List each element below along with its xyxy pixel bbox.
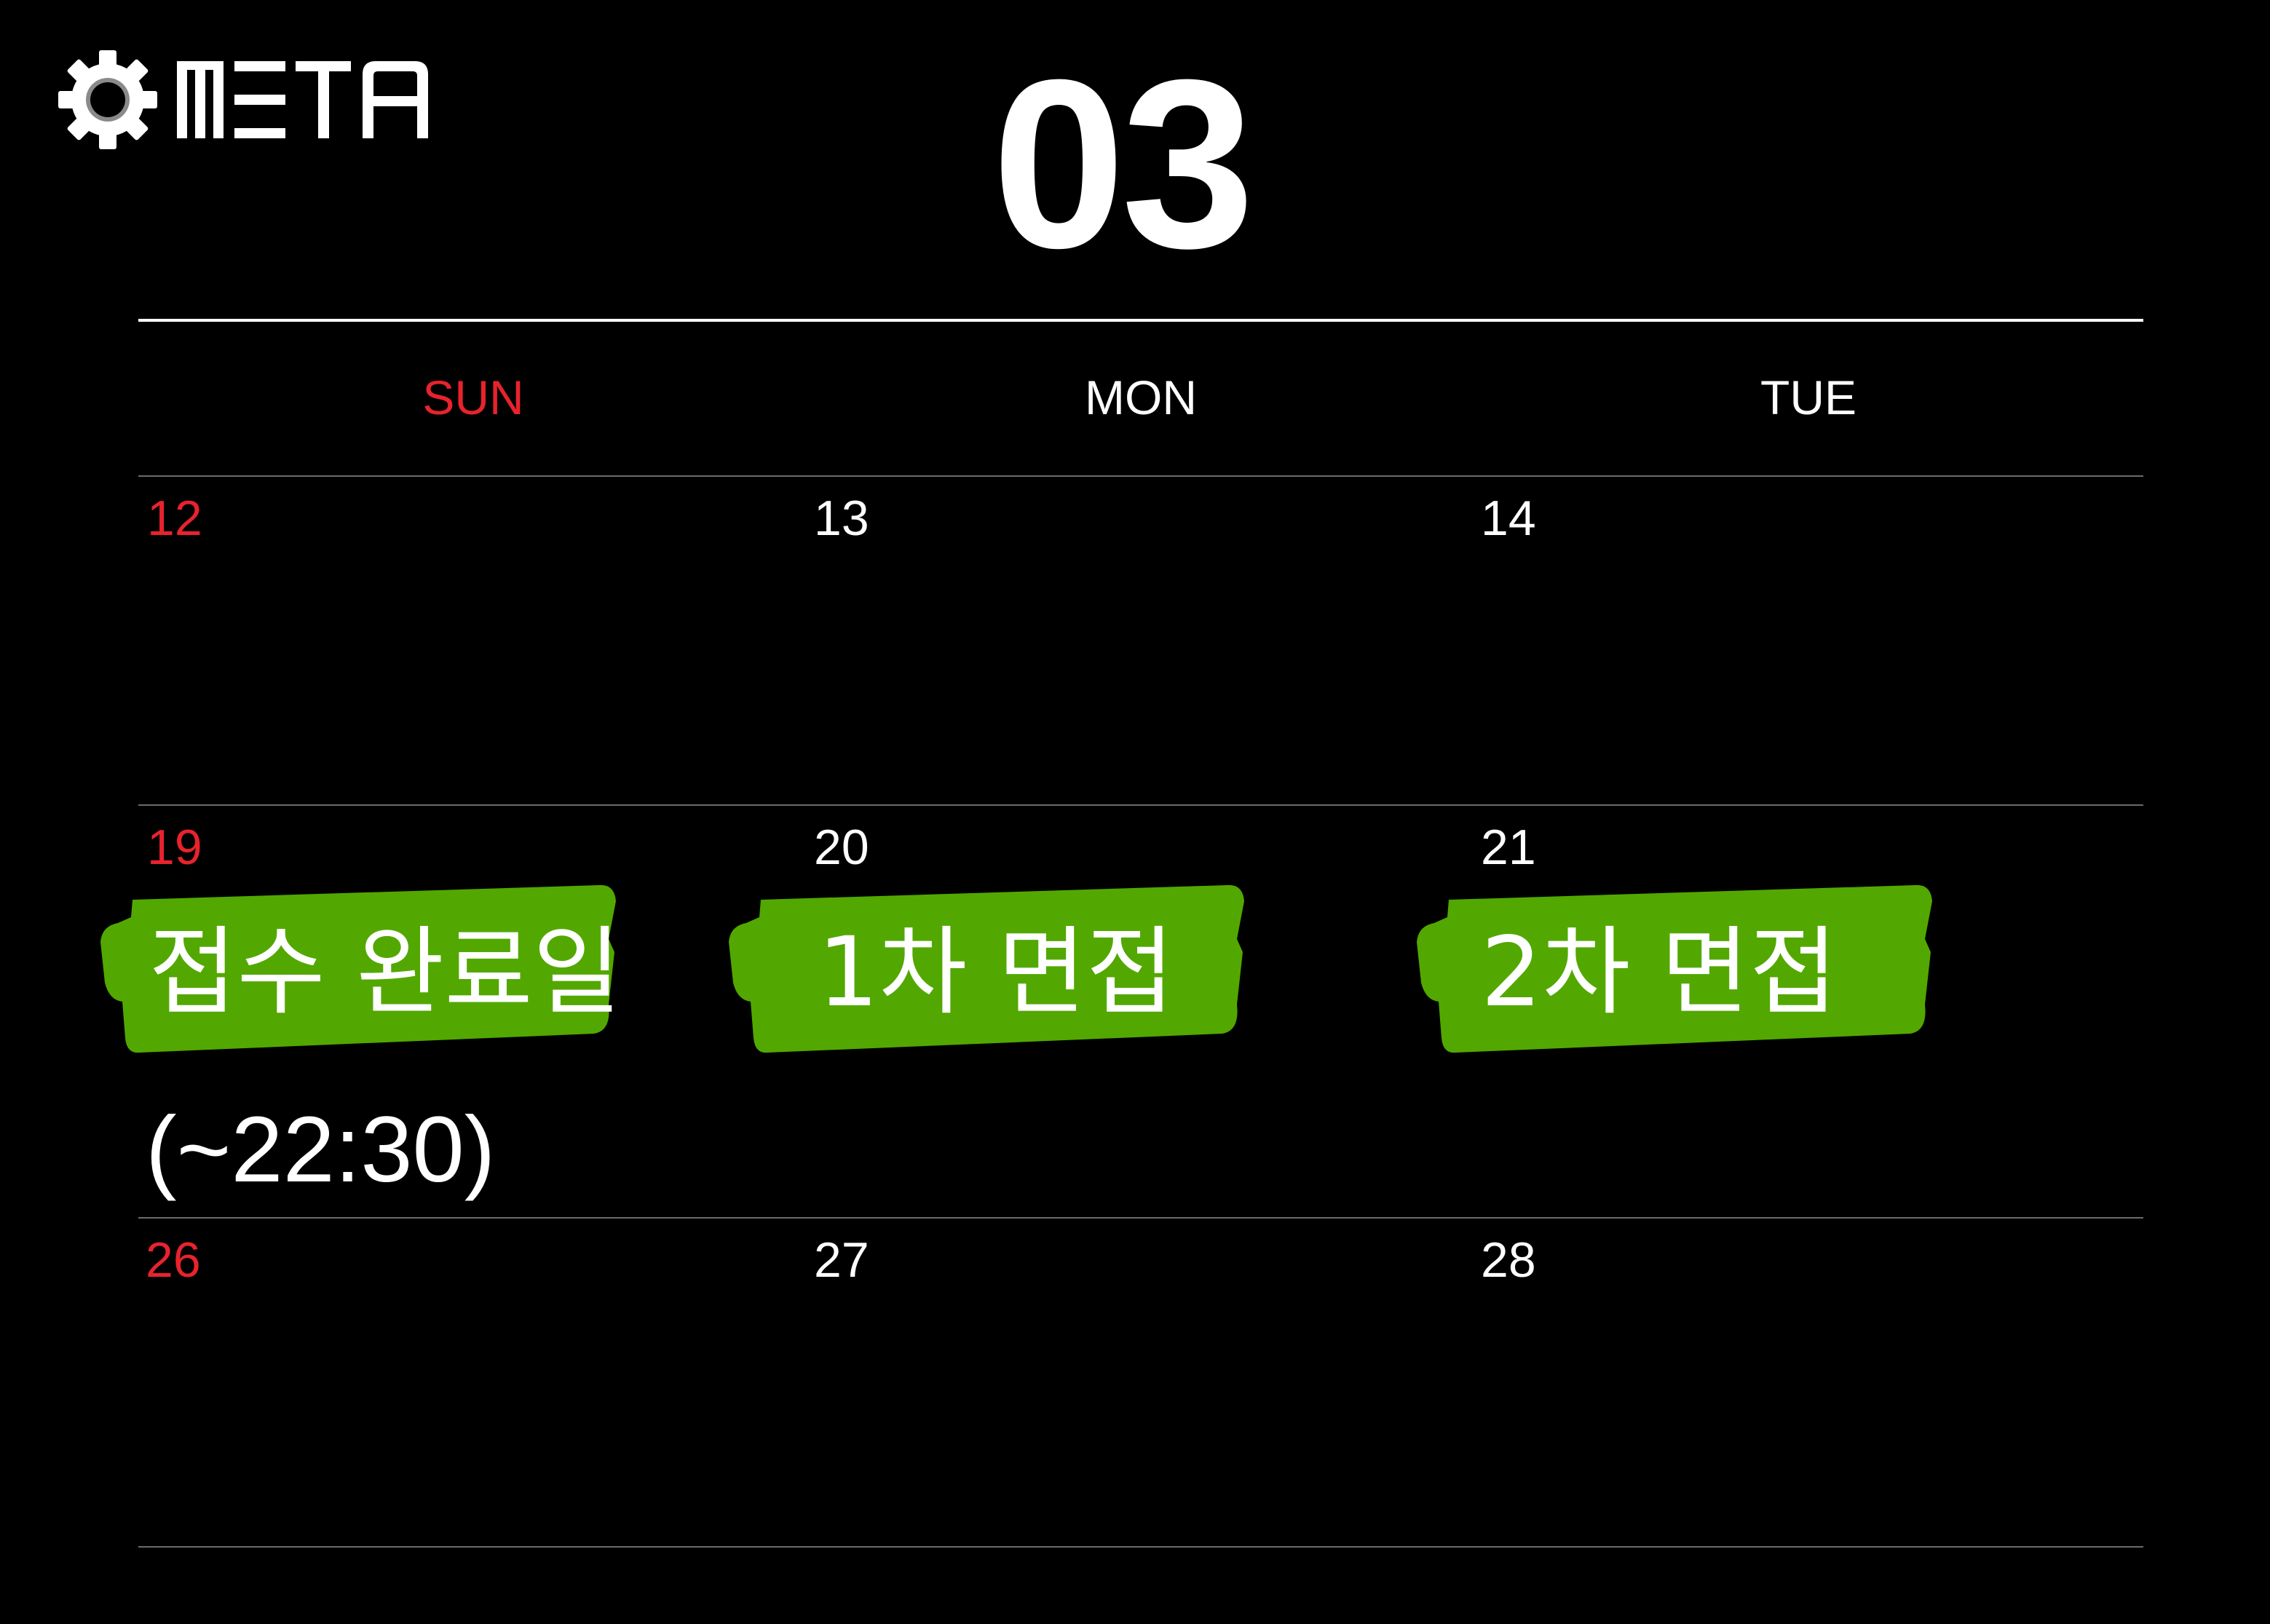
event-badge-first-interview[interactable]: 1차 면접 <box>724 881 1249 1055</box>
day-cell-tue[interactable]: 21 <box>1481 820 1536 875</box>
row-divider <box>138 1217 2143 1219</box>
meta-logo <box>57 45 450 154</box>
row-divider <box>138 475 2143 477</box>
brush-highlight <box>100 884 616 1053</box>
day-cell-mon[interactable]: 27 <box>814 1232 869 1288</box>
day-cell-sun[interactable]: 12 <box>147 491 202 546</box>
event-label: 1차 면접 <box>818 916 1175 1029</box>
event-badge-second-interview[interactable]: 2차 면접 <box>1412 881 1937 1055</box>
gear-icon <box>58 50 157 149</box>
day-cell-sun[interactable]: 19 <box>147 820 202 875</box>
day-cell-tue[interactable]: 28 <box>1481 1232 1536 1288</box>
row-divider <box>138 1546 2143 1548</box>
day-cell-mon[interactable]: 20 <box>814 820 869 875</box>
weekday-sunday: SUN <box>422 371 524 424</box>
month-title: 03 <box>992 29 1254 298</box>
day-cell-mon[interactable]: 13 <box>814 491 869 546</box>
weekday-monday: MON <box>1085 371 1197 424</box>
event-label: 접수 완료일 <box>149 916 622 1029</box>
header-divider <box>138 319 2143 322</box>
event-badge-submission[interactable]: 접수 완료일 <box>96 881 622 1055</box>
row-divider <box>138 804 2143 806</box>
brush-highlight <box>729 884 1244 1053</box>
event-label: 2차 면접 <box>1481 916 1838 1029</box>
logo-wordmark <box>177 61 428 138</box>
day-cell-tue[interactable]: 14 <box>1481 491 1536 546</box>
weekday-tuesday: TUE <box>1760 371 1856 424</box>
brush-highlight <box>1417 884 1932 1053</box>
day-cell-sun[interactable]: 26 <box>146 1232 201 1288</box>
event-time-note: (~22:30) <box>146 1098 496 1202</box>
